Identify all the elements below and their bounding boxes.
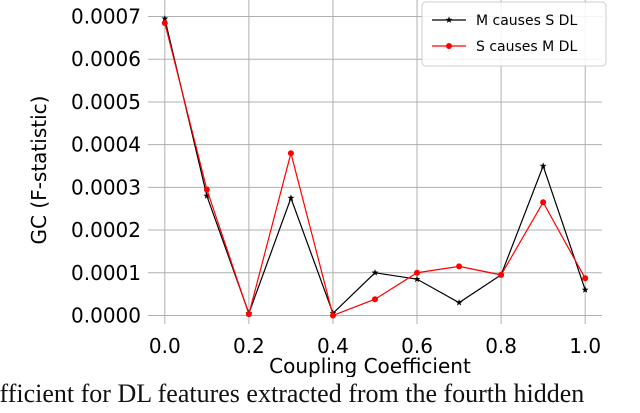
legend-marker: [445, 16, 453, 23]
data-point-m-causes-s-dl: [161, 15, 169, 22]
grid: [148, 0, 602, 324]
data-point-m-causes-s-dl: [539, 162, 547, 169]
data-point-s-causes-m-dl: [161, 19, 168, 26]
data-point-s-causes-m-dl: [372, 296, 378, 303]
y-tick-label: 0.0003: [71, 175, 141, 199]
data-point-m-causes-s-dl: [287, 194, 295, 201]
y-tick-labels: 0.0000 0.0001 0.0002 0.0003 0.0004 0.0005 0.00…: [71, 5, 141, 328]
y-tick-label: 0.0001: [71, 261, 141, 285]
caption-text: efficient for DL features extracted from…: [0, 377, 640, 413]
y-axis-label: GC (F-statistic): [27, 96, 51, 245]
y-tick-label: 0.0005: [71, 90, 141, 114]
data-point-s-causes-m-dl: [582, 275, 589, 282]
data-point-s-causes-m-dl: [287, 150, 294, 157]
data-point-m-causes-s-dl: [203, 192, 211, 199]
x-tick-labels: 0.0 0.2 0.4 0.6 0.8 1.0: [149, 334, 601, 358]
data-point-s-causes-m-dl: [414, 269, 421, 276]
y-tick-label: 0.0002: [71, 218, 141, 242]
y-tick-label: 0.0006: [71, 47, 141, 71]
y-tick-label: 0.0000: [71, 303, 141, 327]
caption-line: efficient for DL features extracted from…: [0, 379, 585, 408]
legend-marker: [446, 43, 452, 49]
data-point-s-causes-m-dl: [498, 271, 505, 278]
data-point-s-causes-m-dl: [203, 186, 210, 193]
data-point-m-causes-s-dl: [371, 269, 379, 276]
legend-box: [421, 1, 607, 67]
x-tick-label: 0.8: [485, 334, 517, 358]
y-tick-label: 0.0004: [71, 133, 141, 157]
x-tick-label: 0.0: [149, 334, 181, 358]
data-point-s-causes-m-dl: [245, 311, 252, 318]
data-point-m-causes-s-dl: [413, 275, 421, 283]
legend-label: S causes M DL: [476, 39, 577, 55]
legend: M causes S DL S causes M DL: [421, 1, 607, 67]
legend-label: M causes S DL: [476, 13, 577, 29]
data-point-s-causes-m-dl: [540, 199, 547, 206]
x-tick-label: 0.2: [233, 334, 265, 358]
x-tick-label: 0.6: [401, 334, 433, 358]
data-point-m-causes-s-dl: [455, 299, 463, 306]
data-point-s-causes-m-dl: [329, 312, 336, 319]
x-tick-label: 0.4: [317, 334, 349, 358]
data-point-m-causes-s-dl: [581, 286, 589, 293]
data-point-s-causes-m-dl: [456, 263, 463, 270]
x-axis-label: Coupling Coefficient: [269, 354, 471, 377]
y-tick-label: 0.0007: [71, 5, 141, 29]
chart: 0.00000.00010.00020.00030.00040.00050.00…: [27, 0, 607, 377]
series-lines: [161, 15, 589, 319]
x-tick-label: 1.0: [569, 334, 601, 358]
